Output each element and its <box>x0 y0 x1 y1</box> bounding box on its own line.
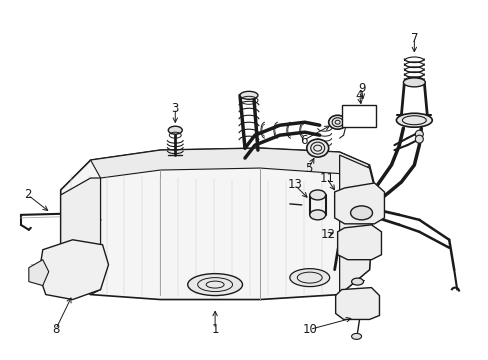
Text: 6: 6 <box>300 134 307 147</box>
Polygon shape <box>339 155 374 294</box>
Text: 11: 11 <box>319 171 333 185</box>
Polygon shape <box>90 148 369 178</box>
Ellipse shape <box>240 91 258 99</box>
Text: 10: 10 <box>302 323 317 336</box>
Text: 8: 8 <box>52 323 60 336</box>
Ellipse shape <box>187 274 242 296</box>
Polygon shape <box>337 225 381 260</box>
Polygon shape <box>61 148 374 300</box>
Bar <box>341 105 376 127</box>
Text: 9: 9 <box>357 82 365 95</box>
Ellipse shape <box>403 78 425 87</box>
Ellipse shape <box>350 206 372 220</box>
Text: 13: 13 <box>287 179 302 192</box>
Ellipse shape <box>414 135 423 143</box>
Ellipse shape <box>396 113 431 127</box>
Ellipse shape <box>168 126 182 134</box>
Text: 4: 4 <box>355 89 363 102</box>
Polygon shape <box>39 240 108 300</box>
Polygon shape <box>61 178 101 294</box>
Ellipse shape <box>414 130 423 138</box>
Text: 5: 5 <box>305 162 312 175</box>
Text: 1: 1 <box>211 323 219 336</box>
Ellipse shape <box>309 190 325 200</box>
Ellipse shape <box>306 139 328 157</box>
Polygon shape <box>334 183 384 224</box>
Ellipse shape <box>328 115 346 129</box>
Polygon shape <box>29 260 49 285</box>
Ellipse shape <box>351 333 361 339</box>
Text: 7: 7 <box>410 32 417 45</box>
Ellipse shape <box>309 210 325 220</box>
Text: 3: 3 <box>171 102 179 115</box>
Polygon shape <box>335 288 379 319</box>
Text: 12: 12 <box>320 228 334 241</box>
Ellipse shape <box>289 269 329 287</box>
Text: 2: 2 <box>24 188 32 202</box>
Ellipse shape <box>351 278 363 285</box>
